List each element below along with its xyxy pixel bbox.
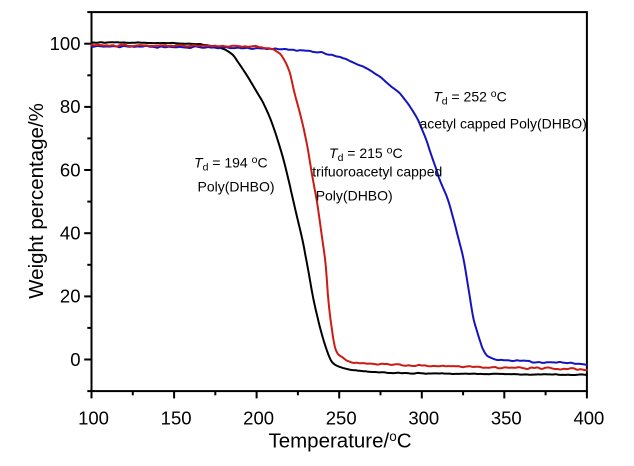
svg-text:trifuoroacetyl capped: trifuoroacetyl capped bbox=[312, 164, 442, 180]
svg-text:Td = 252 oC: Td = 252 oC bbox=[433, 88, 507, 108]
svg-text:150: 150 bbox=[161, 408, 192, 429]
svg-text:Td = 215 oC: Td = 215 oC bbox=[329, 145, 403, 165]
svg-text:100: 100 bbox=[50, 33, 81, 54]
svg-text:40: 40 bbox=[60, 223, 81, 244]
svg-text:20: 20 bbox=[60, 286, 81, 307]
svg-text:Temperature/oC: Temperature/oC bbox=[268, 429, 411, 453]
svg-text:Weight percentage/%: Weight percentage/% bbox=[25, 103, 48, 299]
svg-text:350: 350 bbox=[491, 408, 522, 429]
svg-text:80: 80 bbox=[60, 96, 81, 117]
svg-text:Poly(DHBO): Poly(DHBO) bbox=[316, 187, 393, 203]
svg-text:200: 200 bbox=[243, 408, 274, 429]
svg-text:250: 250 bbox=[326, 408, 357, 429]
svg-text:100: 100 bbox=[78, 408, 109, 429]
svg-text:Td = 194 oC: Td = 194 oC bbox=[194, 154, 268, 174]
svg-text:0: 0 bbox=[70, 349, 80, 370]
svg-text:400: 400 bbox=[573, 408, 604, 429]
svg-text:300: 300 bbox=[408, 408, 439, 429]
svg-text:acetyl capped Poly(DHBO): acetyl capped Poly(DHBO) bbox=[420, 116, 587, 132]
svg-text:60: 60 bbox=[60, 159, 81, 180]
svg-text:Poly(DHBO): Poly(DHBO) bbox=[198, 179, 275, 195]
